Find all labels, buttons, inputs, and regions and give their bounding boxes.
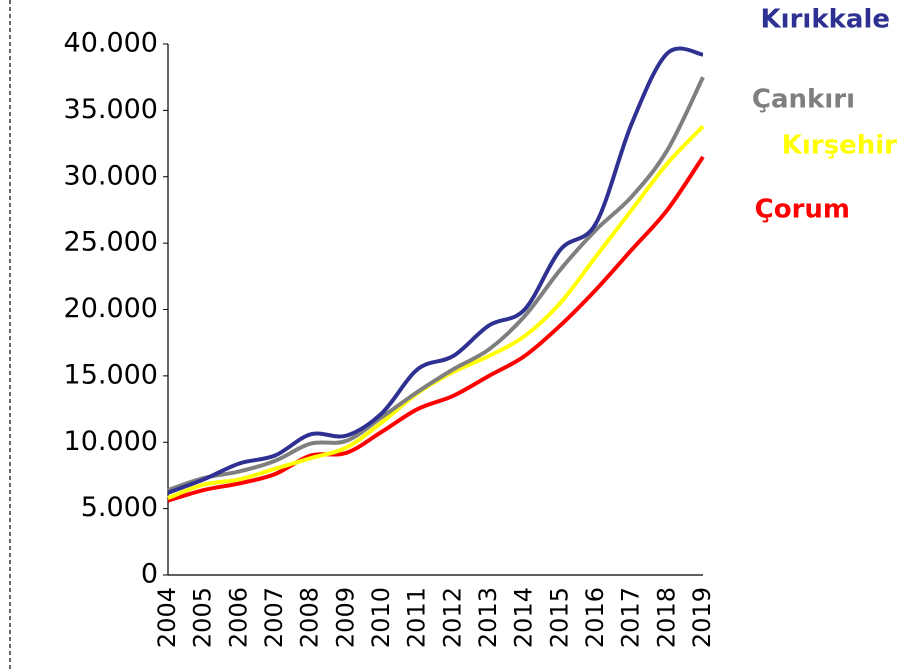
legend-label: Kırıkkale [761,5,890,35]
legend-label: Çankırı [752,85,855,115]
line [167,76,705,492]
x-tick-label: 2014 [510,587,538,648]
y-tick-label: 10.000 [64,426,158,457]
legend-label: Çorum [755,195,850,225]
legend-label: Kırşehir [782,131,897,161]
x-tick-label: 2004 [153,587,181,648]
x-tick-label: 2012 [438,587,466,648]
x-tick-label: 2019 [688,587,716,648]
x-tick-label: 2010 [367,587,395,648]
line [167,155,705,503]
x-tick-label: 2017 [617,587,645,648]
y-tick-label: 30.000 [64,160,158,191]
x-tick-label: 2007 [260,587,288,648]
x-tick-label: 2009 [331,587,359,648]
x-tick-label: 2015 [545,587,573,648]
y-tick-label: 25.000 [64,227,158,258]
x-tick-label: 2018 [652,587,680,648]
x-tick-label: 2013 [474,587,502,648]
x-tick-label: 2016 [581,587,609,648]
y-tick-label: 20.000 [64,293,158,324]
line [167,124,705,500]
y-tick-label: 40.000 [64,28,158,59]
y-tick-label: 15.000 [64,359,158,390]
x-tick-label: 2006 [224,587,252,648]
x-tick-label: 2008 [296,587,324,648]
y-tick-label: 35.000 [64,94,158,125]
x-tick-label: 2005 [189,587,217,648]
line [167,46,704,495]
x-tick-label: 2011 [403,587,431,648]
y-tick-label: 5.000 [81,492,158,523]
y-tick-label: 0 [141,559,158,590]
